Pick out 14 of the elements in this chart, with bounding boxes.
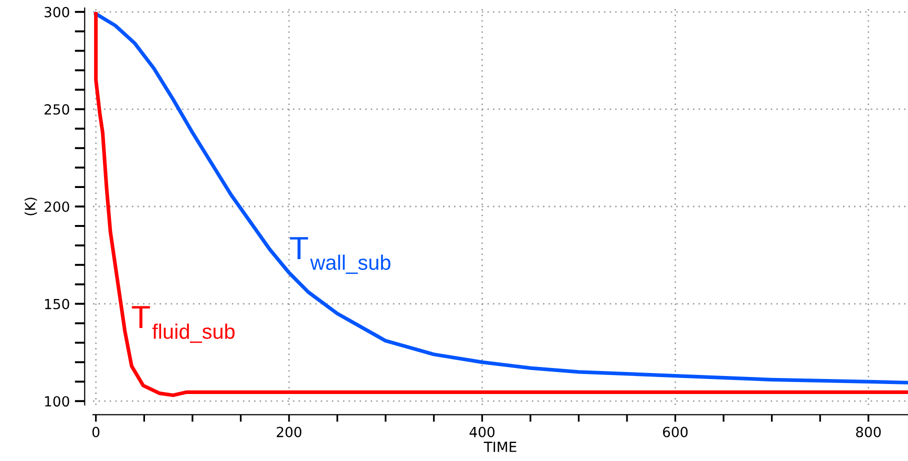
- x-tick-label: 600: [662, 426, 688, 438]
- x-tick-label: 0: [92, 426, 100, 438]
- y-axis-title: (K): [24, 198, 37, 216]
- series-label: Tfluid_sub: [132, 306, 235, 343]
- x-tick-label: 800: [856, 426, 881, 438]
- x-tick-label: 200: [276, 426, 302, 438]
- x-tick-label: 400: [470, 426, 494, 438]
- y-tick-label: 150: [45, 298, 70, 310]
- y-tick-label: 300: [44, 6, 70, 18]
- y-tick-label: 250: [44, 104, 70, 115]
- x-axis-title: TIME: [484, 442, 516, 452]
- y-tick-label: 100: [45, 396, 70, 407]
- series-label: Twall_sub: [290, 237, 390, 274]
- y-tick-label: 200: [44, 201, 70, 212]
